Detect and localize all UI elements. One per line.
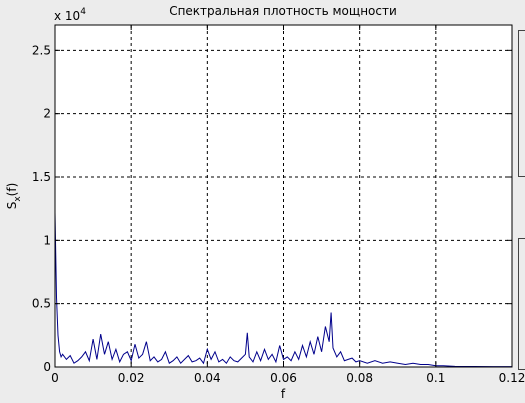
x-tick-label: 0.12 bbox=[499, 371, 525, 385]
y-exponent-power: 4 bbox=[80, 7, 86, 17]
x-tick-label: 0.02 bbox=[118, 371, 145, 385]
x-tick-label: 0.06 bbox=[270, 371, 297, 385]
y-tick-label: 0.5 bbox=[32, 297, 51, 311]
x-tick-label: 0.04 bbox=[194, 371, 221, 385]
y-tick-label: 2 bbox=[43, 107, 51, 121]
y-tick-label: 1.5 bbox=[32, 170, 51, 184]
x-axis-label: f bbox=[281, 387, 286, 401]
axis-ticks: 0 0.02 0.04 0.06 0.08 0.1 0.12 0 0.5 1 1.5 2 2.5 bbox=[32, 25, 525, 385]
y-tick-label: 2.5 bbox=[32, 43, 51, 57]
grid-lines bbox=[55, 25, 512, 367]
chart-title: Спектральная плотность мощности bbox=[169, 4, 397, 18]
y-axis-label: Sx(f) bbox=[5, 183, 23, 210]
side-panel-top bbox=[518, 30, 525, 177]
x-tick-label: 0.08 bbox=[346, 371, 373, 385]
y-tick-label: 1 bbox=[43, 233, 51, 247]
y-exponent-label: x 104 bbox=[54, 7, 86, 23]
x-tick-label: 0 bbox=[51, 371, 59, 385]
y-tick-label: 0 bbox=[43, 360, 51, 374]
psd-series-line bbox=[54, 212, 512, 368]
side-panel-bottom bbox=[518, 238, 525, 370]
x-tick-label: 0.1 bbox=[426, 371, 445, 385]
data-series bbox=[54, 212, 512, 368]
